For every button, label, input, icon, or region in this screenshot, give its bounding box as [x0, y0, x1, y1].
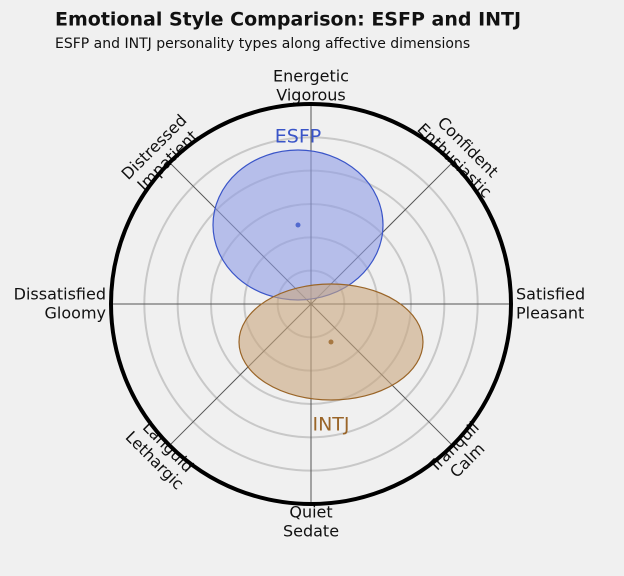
axis-label-line: Pleasant — [516, 303, 584, 322]
axis-label: Quiet Sedate — [283, 502, 339, 540]
center-dot — [295, 222, 301, 228]
axis-label-line: Quiet — [289, 502, 332, 521]
axis-label: Energetic Vigorous — [273, 66, 349, 104]
axis-label-line: Satisfied — [516, 284, 585, 303]
series-label: ESFP — [275, 126, 321, 148]
axis-label-line: Vigorous — [276, 85, 345, 104]
axis-label-line: Sedate — [283, 521, 339, 540]
center-dot — [328, 339, 334, 345]
axis-label-line: Energetic — [273, 66, 349, 85]
axis-label-line: Dissatisfied — [14, 284, 106, 303]
outer-ring — [109, 102, 513, 506]
axis-label-line: Gloomy — [45, 303, 106, 322]
axis-label: Dissatisfied Gloomy — [14, 284, 106, 322]
chart-title: Emotional Style Comparison: ESFP and INT… — [55, 9, 521, 31]
axis-label: Satisfied Pleasant — [516, 284, 585, 322]
chart-subtitle: ESFP and INTJ personality types along af… — [55, 36, 470, 52]
series-label: INTJ — [312, 414, 349, 436]
